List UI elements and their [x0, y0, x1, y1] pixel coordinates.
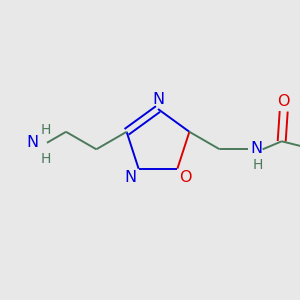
- Text: O: O: [278, 94, 290, 109]
- Text: O: O: [179, 170, 192, 185]
- Text: H: H: [41, 123, 51, 137]
- Text: H: H: [253, 158, 263, 172]
- Text: N: N: [251, 141, 263, 156]
- Text: N: N: [152, 92, 164, 107]
- Text: N: N: [124, 170, 136, 185]
- Text: H: H: [41, 152, 51, 166]
- Text: N: N: [27, 135, 39, 150]
